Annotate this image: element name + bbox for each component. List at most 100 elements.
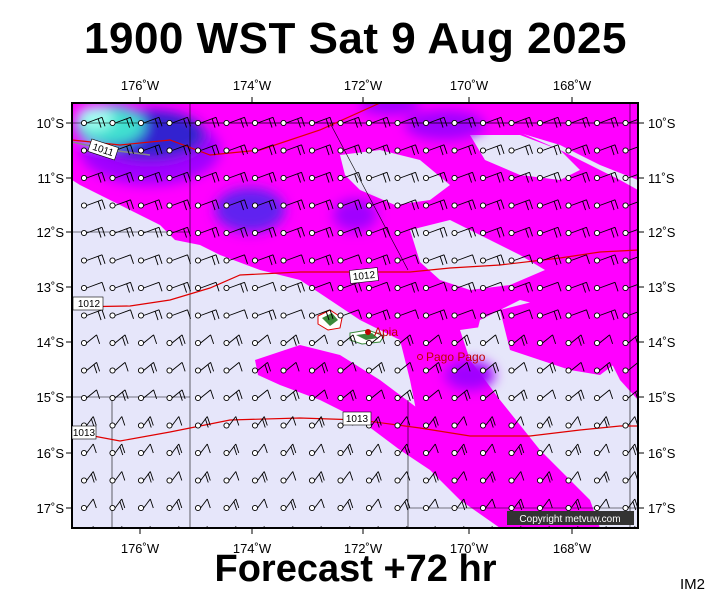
wind-barb	[479, 199, 505, 211]
wind-barb	[565, 254, 590, 264]
wind-barb	[109, 281, 134, 293]
wind-barb	[479, 144, 505, 156]
wind-barb	[137, 309, 163, 321]
wind-barb	[479, 309, 505, 321]
wind-barb	[137, 471, 154, 484]
wind-barb	[109, 226, 134, 238]
wind-barb	[622, 173, 638, 182]
wind-barbs	[80, 116, 638, 528]
wind-barb	[365, 254, 391, 266]
wind-barb	[337, 498, 354, 512]
svg-text:1012: 1012	[78, 299, 101, 310]
wind-barb	[365, 334, 386, 347]
wind-barb	[109, 309, 134, 319]
wind-barb	[109, 416, 126, 429]
wind-barb	[80, 281, 106, 292]
wind-barb	[251, 144, 277, 156]
lat-label-left: 10˚S	[37, 116, 65, 131]
wind-barb	[394, 254, 419, 264]
wind-barb	[280, 116, 305, 128]
wind-barb	[308, 443, 325, 457]
wind-barb	[508, 389, 528, 402]
wind-barb	[308, 362, 329, 374]
wind-barb	[109, 362, 129, 374]
wind-barb	[536, 362, 557, 374]
wind-barb	[251, 254, 277, 266]
wind-barb	[565, 226, 590, 238]
map-frame	[71, 102, 639, 529]
wind-barb	[251, 471, 268, 484]
wind-barb	[251, 389, 272, 402]
lat-label-left: 12˚S	[37, 225, 65, 240]
wind-barb	[194, 199, 220, 211]
wind-barb	[394, 416, 411, 429]
wind-barb	[536, 443, 553, 457]
wind-barb	[337, 226, 362, 238]
wind-barb	[337, 334, 357, 347]
wind-barb	[80, 199, 106, 211]
lon-label-bottom: 176˚W	[121, 541, 160, 556]
wind-barb	[394, 226, 419, 238]
wind-barb	[365, 471, 382, 484]
wind-barb	[479, 389, 500, 402]
wind-barb	[194, 471, 211, 484]
wind-barb	[223, 443, 240, 457]
forecast-label: Forecast +72 hr	[214, 548, 497, 590]
wind-barb	[223, 498, 240, 512]
copyright-text: Copyright metvuw.com	[519, 514, 620, 525]
wind-barb	[80, 171, 106, 183]
wind-barb	[394, 199, 419, 211]
wind-barb	[422, 226, 448, 238]
lon-label-bottom: 174˚W	[233, 541, 272, 556]
wind-barb	[109, 471, 126, 484]
wind-barb	[536, 498, 553, 512]
wind-barb	[536, 334, 557, 347]
wind-barb	[166, 116, 191, 128]
wind-barb	[508, 362, 528, 374]
lat-label-right: 10˚S	[648, 116, 676, 131]
wind-barb	[479, 471, 496, 484]
lon-label-top: 172˚W	[344, 78, 383, 93]
wind-barb	[536, 144, 562, 156]
wind-barb	[451, 443, 468, 457]
lat-label-right: 14˚S	[648, 335, 676, 350]
wind-barb	[80, 309, 106, 321]
wind-barb	[365, 281, 391, 292]
lat-label-right: 12˚S	[648, 225, 676, 240]
wind-barb	[137, 389, 158, 402]
wind-barb	[479, 416, 496, 429]
wind-barb	[194, 281, 220, 292]
wind-barb	[565, 389, 585, 402]
wind-barb	[593, 334, 614, 347]
image-code: IM2	[679, 576, 705, 593]
wind-barb	[565, 116, 590, 128]
wind-barb	[80, 226, 106, 238]
lat-label-left: 11˚S	[38, 171, 65, 186]
wind-barb	[166, 416, 183, 429]
wind-barb	[223, 471, 240, 484]
wind-barb	[109, 199, 134, 211]
wind-barb	[451, 171, 476, 183]
wind-barb	[223, 416, 240, 429]
wind-barb	[80, 362, 101, 374]
wind-barb	[479, 281, 505, 292]
wind-barb	[251, 199, 277, 211]
wind-barb	[479, 334, 500, 347]
wind-barb	[593, 199, 619, 211]
wind-barb	[565, 334, 585, 347]
wind-barb	[593, 416, 610, 429]
wind-barb	[337, 281, 362, 293]
wind-barb	[536, 226, 562, 238]
wind-barb	[137, 226, 163, 238]
wind-barb	[508, 416, 525, 429]
wind-barb	[365, 362, 386, 374]
wind-barb	[337, 389, 357, 402]
wind-barb	[508, 171, 533, 183]
lon-label-top: 170˚W	[450, 78, 489, 93]
wind-barb	[166, 498, 183, 512]
wind-barb	[536, 471, 553, 484]
wind-barb	[80, 334, 101, 347]
wind-barb	[508, 334, 528, 347]
copyright-box	[507, 511, 634, 525]
